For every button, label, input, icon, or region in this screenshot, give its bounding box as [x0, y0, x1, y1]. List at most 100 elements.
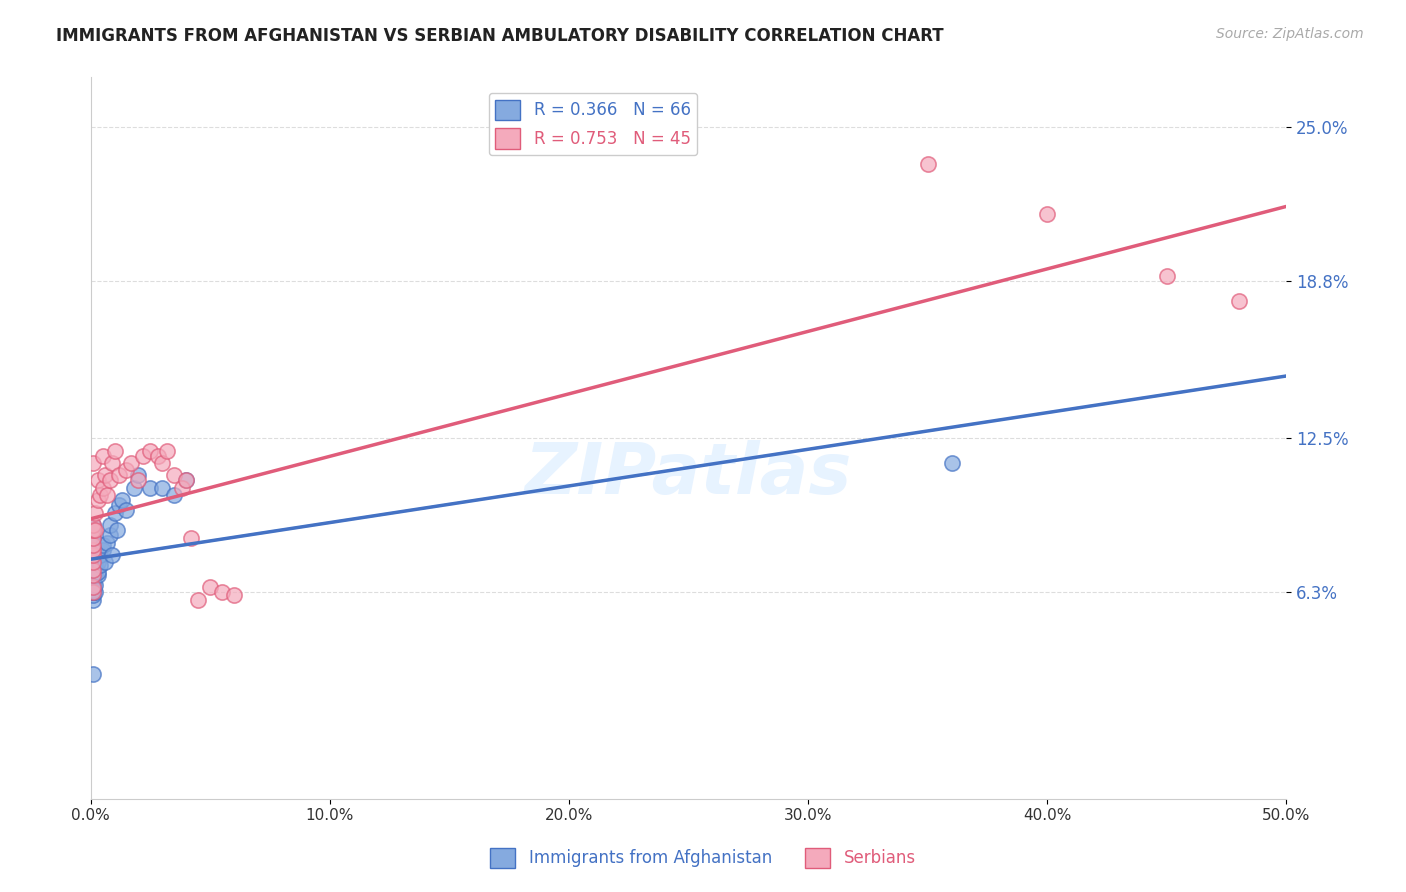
Point [84, 523, 107, 537]
Point [91, 543, 114, 558]
Point [82, 585, 104, 599]
Point [108, 468, 131, 483]
Point [82, 563, 104, 577]
Point [115, 463, 138, 477]
Point [89, 548, 111, 562]
Point [82, 523, 104, 537]
Point [156, 443, 179, 458]
Point [82, 566, 104, 580]
Legend: R = 0.366   N = 66, R = 0.753   N = 45: R = 0.366 N = 66, R = 0.753 N = 45 [488, 93, 697, 155]
Point [101, 548, 124, 562]
Point [163, 468, 186, 483]
Point [115, 503, 138, 517]
Point [122, 481, 145, 495]
Point [82, 568, 104, 582]
Point [87, 556, 110, 570]
Point [82, 558, 104, 572]
Point [82, 580, 104, 594]
Point [82, 580, 104, 594]
Point [82, 592, 104, 607]
Point [82, 582, 104, 597]
Point [82, 588, 104, 602]
Point [146, 449, 169, 463]
Point [98, 474, 121, 488]
Point [82, 556, 104, 570]
Point [84, 578, 107, 592]
Point [98, 518, 121, 533]
Point [82, 518, 104, 533]
Point [82, 543, 104, 558]
Point [150, 456, 173, 470]
Legend: Immigrants from Afghanistan, Serbians: Immigrants from Afghanistan, Serbians [484, 841, 922, 875]
Point [87, 566, 110, 580]
Point [96, 535, 118, 549]
Point [82, 523, 104, 537]
Point [82, 573, 104, 587]
Point [82, 580, 104, 594]
Point [224, 588, 246, 602]
Point [82, 518, 104, 533]
Point [127, 474, 149, 488]
Point [1156, 269, 1178, 284]
Point [82, 570, 104, 584]
Point [89, 488, 111, 502]
Point [82, 548, 104, 562]
Point [82, 568, 104, 582]
Point [139, 481, 162, 495]
Point [82, 585, 104, 599]
Point [82, 535, 104, 549]
Point [87, 493, 110, 508]
Point [82, 585, 104, 599]
Point [82, 556, 104, 570]
Point [127, 468, 149, 483]
Point [150, 481, 173, 495]
Point [180, 531, 202, 545]
Point [103, 443, 125, 458]
Point [82, 563, 104, 577]
Text: IMMIGRANTS FROM AFGHANISTAN VS SERBIAN AMBULATORY DISABILITY CORRELATION CHART: IMMIGRANTS FROM AFGHANISTAN VS SERBIAN A… [56, 27, 943, 45]
Point [82, 538, 104, 552]
Point [82, 523, 104, 537]
Point [87, 474, 110, 488]
Point [82, 553, 104, 567]
Point [139, 443, 162, 458]
Point [170, 481, 193, 495]
Point [82, 667, 104, 681]
Point [82, 538, 104, 552]
Point [82, 578, 104, 592]
Point [82, 575, 104, 590]
Point [84, 563, 107, 577]
Point [87, 568, 110, 582]
Point [82, 523, 104, 537]
Point [174, 474, 197, 488]
Point [84, 506, 107, 520]
Point [82, 543, 104, 558]
Point [84, 568, 107, 582]
Point [200, 580, 222, 594]
Point [187, 592, 209, 607]
Point [1227, 294, 1250, 309]
Point [174, 474, 197, 488]
Point [94, 556, 117, 570]
Point [82, 550, 104, 565]
Point [82, 456, 104, 470]
Point [1036, 207, 1059, 221]
Point [132, 449, 155, 463]
Point [917, 157, 939, 171]
Point [82, 585, 104, 599]
Point [98, 528, 121, 542]
Point [82, 568, 104, 582]
Point [101, 456, 124, 470]
Point [96, 488, 118, 502]
Point [82, 560, 104, 574]
Point [163, 488, 186, 502]
Point [89, 558, 111, 572]
Point [82, 566, 104, 580]
Text: Source: ZipAtlas.com: Source: ZipAtlas.com [1216, 27, 1364, 41]
Point [82, 582, 104, 597]
Point [82, 573, 104, 587]
Point [103, 506, 125, 520]
Point [94, 468, 117, 483]
Point [82, 531, 104, 545]
Point [82, 531, 104, 545]
